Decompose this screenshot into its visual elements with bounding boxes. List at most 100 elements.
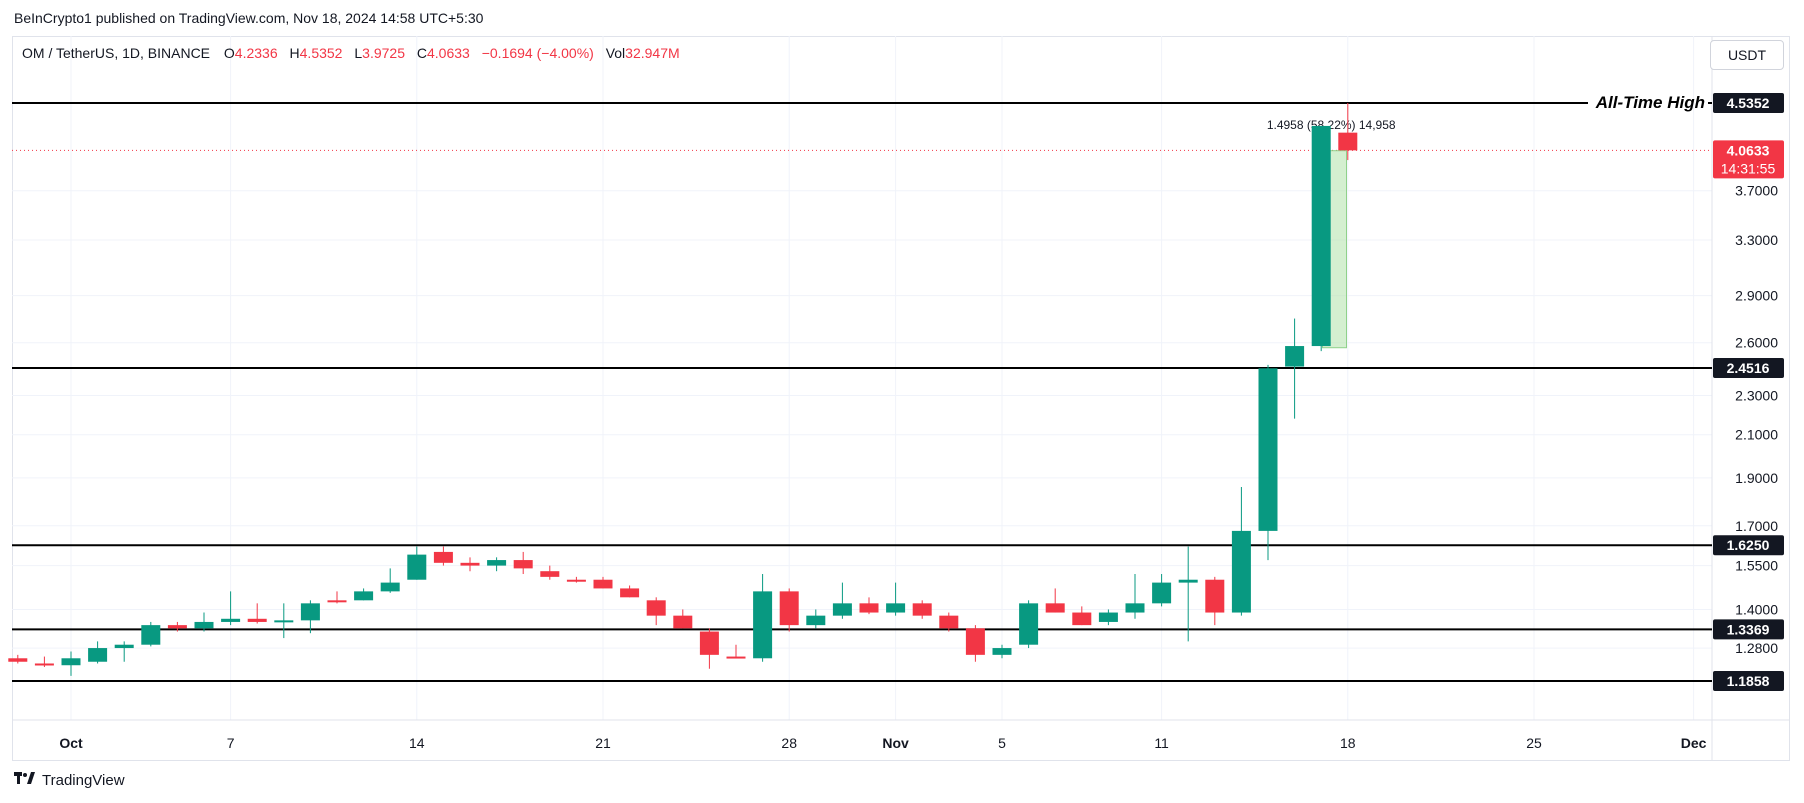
low-value: 3.9725	[362, 45, 405, 61]
level-tag-label: 1.1858	[1727, 673, 1770, 689]
level-tag-label: 4.5352	[1727, 95, 1770, 111]
candle-body	[1178, 579, 1198, 583]
close-label: C	[416, 45, 427, 61]
price-tick-label: 1.7000	[1735, 518, 1778, 534]
candle-body	[566, 579, 586, 582]
price-tick-label: 1.4000	[1735, 601, 1778, 617]
level-tag-label: 2.4516	[1727, 360, 1770, 376]
candle-body	[114, 644, 134, 649]
close-value: 4.0633	[427, 45, 470, 61]
candle-body	[513, 560, 533, 569]
candle-body	[1152, 582, 1172, 604]
time-tick-label: 14	[409, 735, 425, 751]
price-tick-label: 3.3000	[1735, 232, 1778, 248]
candle-body	[1285, 346, 1305, 367]
candle-body	[620, 588, 640, 598]
candle-body	[1338, 132, 1358, 151]
candle-body	[327, 600, 347, 603]
time-tick-label: 5	[998, 735, 1006, 751]
time-tick-label: Nov	[882, 735, 909, 751]
candle-body	[433, 551, 453, 563]
last-price-label: 4.0633	[1727, 142, 1770, 158]
candle-body	[274, 620, 294, 623]
time-tick-label: Dec	[1681, 735, 1707, 751]
candle-body	[1205, 579, 1225, 613]
level-tag-label: 1.6250	[1727, 537, 1770, 553]
time-tick-label: 25	[1526, 735, 1542, 751]
candle-body	[1231, 530, 1251, 613]
candle-body	[460, 562, 480, 566]
candle-body	[1098, 612, 1118, 622]
change-value: −0.1694 (−4.00%)	[481, 45, 594, 61]
candle-body	[194, 621, 214, 629]
candle-body	[726, 656, 746, 659]
candle-body	[806, 615, 826, 626]
price-tick-label: 1.5500	[1735, 558, 1778, 574]
price-tick-label: 2.6000	[1735, 335, 1778, 351]
level-tag	[1713, 619, 1784, 640]
chart-frame	[12, 36, 1790, 761]
candle-body	[992, 648, 1012, 655]
price-tick-label: 1.9000	[1735, 470, 1778, 486]
level-tag-label: 1.3369	[1727, 621, 1770, 637]
candle-body	[1072, 612, 1092, 626]
price-tick-label: 2.3000	[1735, 388, 1778, 404]
candle-body	[61, 658, 81, 666]
level-tag	[1713, 358, 1784, 379]
candle-body	[247, 618, 267, 622]
candle-body	[965, 628, 985, 655]
open-label: O	[223, 45, 235, 61]
symbol-legend: OM / TetherUS, 1D, BINANCE O4.2336 H4.53…	[22, 45, 688, 61]
candle-body	[407, 554, 427, 580]
candle-body	[354, 591, 374, 601]
candle-body	[699, 631, 719, 655]
candle-body	[221, 618, 241, 622]
candle-body	[1125, 603, 1145, 613]
time-tick-label: 18	[1340, 735, 1356, 751]
price-tick-label: 2.9000	[1735, 288, 1778, 304]
candle-body	[753, 591, 773, 659]
candle-body	[593, 579, 613, 589]
all-time-high-label: All-Time High	[1595, 93, 1705, 112]
level-tag	[1713, 93, 1784, 113]
time-tick-label: 11	[1154, 735, 1169, 751]
open-value: 4.2336	[234, 45, 278, 61]
time-tick-label: 21	[595, 735, 611, 751]
candle-body	[8, 658, 28, 662]
candle-body	[886, 603, 906, 613]
candle-body	[88, 648, 108, 662]
currency-button[interactable]: USDT	[1710, 40, 1784, 70]
candle-body	[300, 603, 320, 621]
candle-body	[939, 615, 959, 629]
candle-body	[34, 663, 54, 666]
candle-body	[167, 625, 187, 629]
price-tick-label: 2.1000	[1735, 427, 1778, 443]
time-tick-label: 7	[227, 735, 235, 751]
price-tick-label: 1.2800	[1735, 640, 1778, 656]
tradingview-footer[interactable]: TradingView	[14, 771, 125, 790]
measure-label: 1.4958 (58.22%) 14,958	[1267, 118, 1396, 132]
volume-label: Vol	[605, 45, 626, 61]
candle-body	[380, 582, 400, 592]
last-price-tag	[1713, 140, 1784, 179]
candle-body	[1311, 125, 1331, 347]
candle-body	[673, 615, 693, 629]
volume-value: 32.947M	[625, 45, 680, 61]
candle-body	[540, 571, 560, 577]
candle-body	[487, 560, 507, 566]
high-value: 4.5352	[299, 45, 343, 61]
candle-body	[1258, 368, 1278, 531]
candle-body	[832, 603, 852, 616]
countdown-label: 14:31:55	[1721, 160, 1776, 176]
candle-body	[1045, 603, 1065, 613]
time-tick-label: 28	[781, 735, 797, 751]
candle-body	[141, 625, 161, 645]
symbol-title[interactable]: OM / TetherUS, 1D, BINANCE	[22, 45, 211, 61]
price-tick-label: 3.7000	[1735, 183, 1778, 199]
time-tick-label: Oct	[59, 735, 83, 751]
candle-body	[1019, 603, 1039, 645]
publisher-line: BeInCrypto1 published on TradingView.com…	[14, 10, 484, 26]
brand-name: TradingView	[42, 772, 125, 789]
candle-body	[912, 603, 932, 616]
